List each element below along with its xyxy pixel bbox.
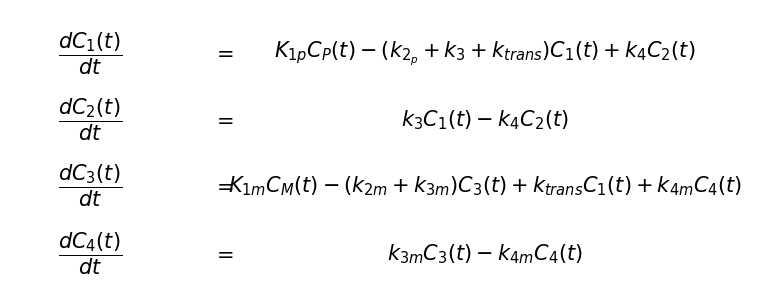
Text: $k_{3m}C_3(t)-k_{4m}C_4(t)$: $k_{3m}C_3(t)-k_{4m}C_4(t)$ (387, 242, 583, 266)
Text: $\dfrac{dC_2(t)}{dt}$: $\dfrac{dC_2(t)}{dt}$ (58, 97, 122, 143)
Text: $=$: $=$ (212, 244, 234, 264)
Text: $=$: $=$ (212, 110, 234, 130)
Text: $\dfrac{dC_3(t)}{dt}$: $\dfrac{dC_3(t)}{dt}$ (58, 163, 122, 210)
Text: $=$: $=$ (212, 176, 234, 197)
Text: $=$: $=$ (212, 43, 234, 64)
Text: $K_{1p}C_P(t)-(k_{2_p}+k_3+k_{trans})C_1(t)+k_4C_2(t)$: $K_{1p}C_P(t)-(k_{2_p}+k_3+k_{trans})C_1… (274, 39, 695, 68)
Text: $k_3C_1(t)-k_4C_2(t)$: $k_3C_1(t)-k_4C_2(t)$ (401, 108, 569, 132)
Text: $K_{1m}C_M(t)-(k_{2m}+k_{3m})C_3(t)+k_{trans}C_1(t)+k_{4m}C_4(t)$: $K_{1m}C_M(t)-(k_{2m}+k_{3m})C_3(t)+k_{t… (228, 175, 742, 198)
Text: $\dfrac{dC_1(t)}{dt}$: $\dfrac{dC_1(t)}{dt}$ (58, 30, 122, 77)
Text: $\dfrac{dC_4(t)}{dt}$: $\dfrac{dC_4(t)}{dt}$ (58, 231, 122, 277)
